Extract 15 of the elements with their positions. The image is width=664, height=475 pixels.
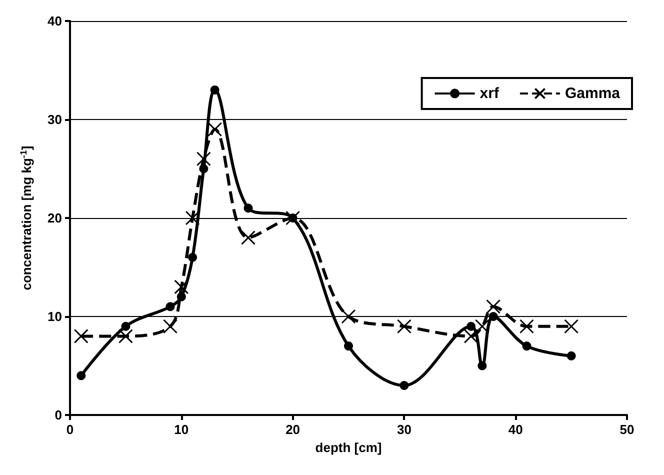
x-tick-label: 20 [286,422,300,437]
x-tick-label: 30 [396,422,412,437]
y-tick-label: 20 [48,210,62,226]
x-tick-label: 50 [620,422,634,437]
x-axis-title: depth [cm] [315,440,382,455]
y-tick-label: 10 [48,309,62,324]
x-tick-label: 10 [174,422,189,437]
y-axis-title: concentration [mg kg-1] [18,146,34,290]
y-tick-label: 40 [48,14,62,28]
legend-label: Gamma [564,85,621,102]
y-tick-label: 30 [48,112,62,127]
x-tick-label: 0 [66,422,74,437]
y-tick-label: 0 [54,408,62,422]
x-tick-label: 40 [508,422,523,437]
legend-label: xrf [480,85,500,102]
